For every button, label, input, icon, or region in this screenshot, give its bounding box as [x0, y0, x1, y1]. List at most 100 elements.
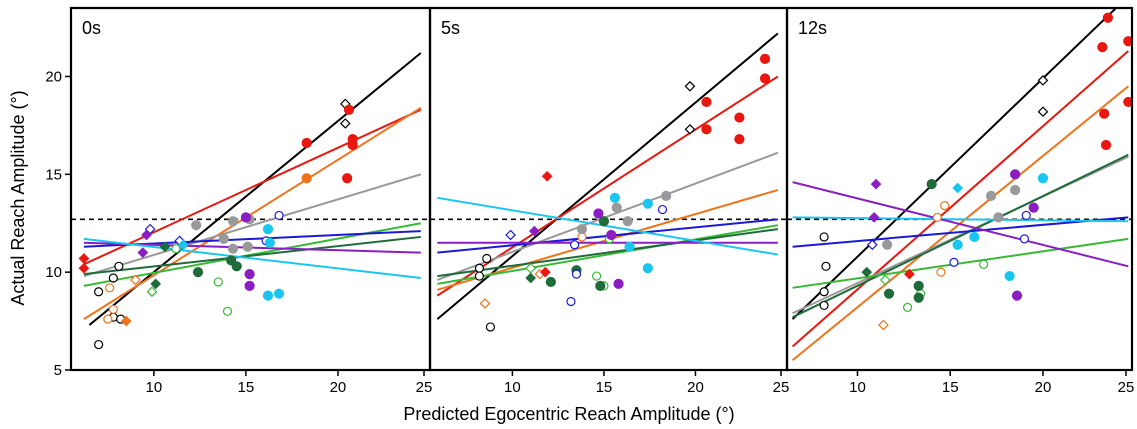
data-point: [485, 322, 496, 332]
data-point: [171, 244, 181, 254]
data-point: [505, 229, 516, 241]
data-point: [242, 241, 253, 252]
y-tick-label: 20: [45, 68, 62, 85]
data-point: [105, 283, 115, 293]
data-point: [94, 339, 104, 350]
data-point: [545, 276, 556, 288]
data-point: [1021, 210, 1031, 221]
data-point: [993, 212, 1004, 223]
data-point: [1037, 106, 1049, 118]
data-point: [226, 255, 237, 266]
data-point: [150, 278, 162, 290]
data-point: [1019, 234, 1030, 244]
data-point: [576, 224, 588, 235]
data-point: [734, 112, 745, 123]
data-point: [611, 202, 622, 213]
regression-line-red: [83, 108, 422, 266]
data-point: [926, 179, 937, 190]
data-point: [642, 263, 653, 274]
data-point: [879, 274, 891, 286]
data-point: [141, 229, 152, 241]
data-point: [108, 273, 118, 283]
data-point: [1028, 202, 1039, 213]
regression-line-orange: [83, 106, 422, 320]
data-point: [949, 257, 959, 267]
data-point: [613, 278, 624, 290]
regression-line-cyan: [792, 216, 1129, 223]
data-point: [606, 229, 617, 241]
panel-plot-area: [430, 32, 787, 332]
data-point: [684, 123, 696, 135]
regression-line-green: [792, 237, 1129, 289]
data-point: [819, 232, 829, 242]
data-point: [598, 216, 610, 227]
data-point: [882, 239, 893, 250]
x-tick-label: 15: [238, 379, 255, 396]
panel-plot-area: [71, 52, 430, 350]
panel-frame: [69, 6, 432, 372]
data-point: [759, 53, 771, 64]
regression-line-darkgreen: [83, 235, 421, 276]
panel-frame: [785, 6, 1134, 372]
data-point: [985, 190, 997, 201]
y-tick-label: 5: [54, 362, 62, 379]
data-point: [861, 266, 873, 278]
regression-line-darkgreen: [792, 153, 1129, 319]
panel-title: 12s: [798, 18, 827, 38]
data-point: [1097, 42, 1108, 53]
data-point: [932, 212, 942, 222]
regression-line-red: [791, 50, 1129, 348]
data-point: [595, 280, 606, 291]
x-tick-label: 15: [596, 379, 613, 396]
data-point: [624, 241, 635, 252]
data-point: [940, 201, 950, 211]
data-point: [902, 302, 913, 312]
panel-0s: 0s 10 15 20 25: [69, 6, 433, 396]
data-point: [525, 262, 537, 274]
data-point: [1102, 12, 1113, 23]
data-point: [159, 241, 171, 253]
data-point: [701, 96, 712, 108]
panel-title: 5s: [441, 18, 460, 38]
data-point: [661, 190, 672, 201]
panel-title: 0s: [82, 18, 101, 38]
data-point: [244, 280, 255, 291]
y-tick-label: 10: [45, 264, 62, 281]
data-point: [819, 287, 829, 297]
data-point: [913, 280, 924, 291]
data-point: [541, 170, 553, 182]
x-tick-label: 10: [504, 379, 521, 396]
data-point: [1010, 169, 1021, 180]
regression-line-darkgreen: [437, 228, 778, 278]
data-point: [130, 274, 141, 286]
x-tick-label: 25: [416, 379, 433, 396]
data-point: [571, 269, 582, 279]
data-point: [191, 220, 202, 231]
chart-panels: 5 10 15 20 0s 10 15 20 25 5s 10 15 20 25 12s 10 15 20 25: [45, 6, 1135, 396]
panel-12s: 12s 10 15 20 25: [785, 6, 1135, 396]
data-point: [821, 261, 831, 271]
data-point: [213, 277, 223, 287]
data-point: [969, 231, 980, 243]
x-tick-label: 20: [330, 379, 347, 396]
data-point: [482, 253, 492, 264]
data-point: [734, 134, 745, 145]
data-point: [94, 287, 104, 297]
data-point: [1100, 139, 1112, 151]
y-axis-title: Actual Reach Amplitude (°): [8, 90, 28, 305]
data-point: [1037, 75, 1049, 86]
data-point: [1123, 96, 1132, 108]
data-point: [274, 210, 284, 221]
panel-frame: [428, 6, 789, 372]
data-point: [343, 104, 355, 115]
x-tick-label: 25: [1118, 379, 1135, 396]
data-point: [1037, 173, 1049, 184]
data-point: [539, 266, 551, 278]
data-point: [301, 173, 312, 184]
regression-line-black: [436, 32, 779, 320]
data-point: [952, 239, 963, 250]
x-tick-label: 15: [942, 379, 959, 396]
data-point: [1099, 108, 1110, 119]
panel-plot-area: [787, 8, 1132, 361]
